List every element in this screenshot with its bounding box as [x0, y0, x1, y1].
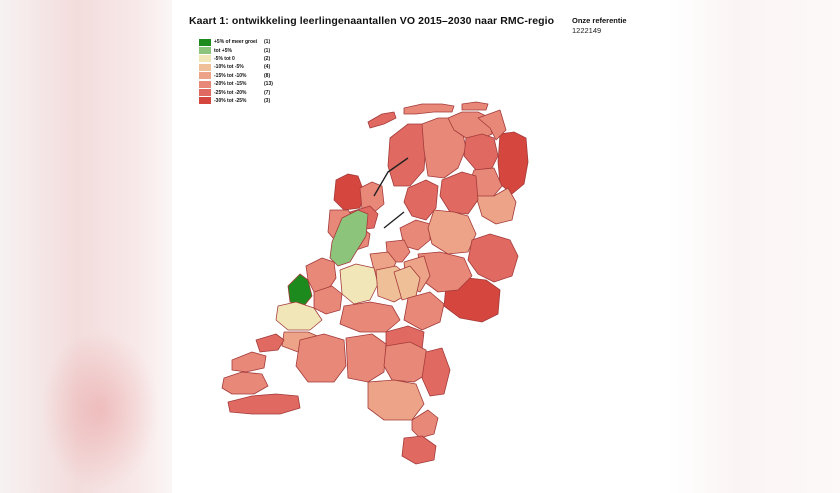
legend-item: -15% tot -10% (8) [199, 72, 273, 80]
region-ijssel-vecht [427, 209, 477, 255]
region-utrecht-west [339, 263, 379, 305]
region-flevoland-noordoost [403, 179, 439, 221]
legend-item: tot +5% (1) [199, 46, 273, 55]
region-walcheren [221, 371, 269, 395]
region-groningen-mid [477, 109, 507, 141]
legend-label: +5% of meer groei [214, 39, 258, 46]
region-texel [367, 111, 397, 129]
legend-label: -5% tot 0 [214, 55, 235, 62]
region-rijnmond [275, 301, 323, 331]
region-holland-rijnland [305, 257, 337, 293]
legend-count: (13) [264, 81, 273, 88]
region-noord-limburg [421, 347, 451, 397]
region-drenthe-west [439, 171, 479, 215]
legend-label: tot +5% [214, 47, 232, 54]
region-wadden-islands [403, 103, 455, 115]
legend-count: (3) [264, 97, 271, 104]
region-drenthe-south [475, 187, 517, 225]
region-midden-limburg [411, 409, 439, 439]
reference-number: 1222149 [572, 26, 602, 35]
region-west-brabant [295, 333, 347, 383]
legend-label: -30% tot -25% [214, 97, 247, 104]
legend-item: -5% tot 0 (2) [199, 55, 273, 63]
region-arnhem [403, 291, 445, 331]
legend-swatch [199, 63, 211, 71]
legend-item: -30% tot -25% (3) [199, 97, 273, 105]
region-zeeuws-vlaanderen [227, 393, 301, 415]
legend-count: (4) [264, 64, 271, 71]
region-schouwen [231, 351, 267, 373]
legend-item: -10% tot -5% (4) [199, 63, 273, 71]
legend-count: (1) [264, 39, 271, 46]
region-noord-holland-noord [333, 173, 365, 211]
map-document: Kaart 1: ontwikkeling leerlingenaantalle… [172, 0, 668, 493]
legend-count: (7) [264, 89, 271, 96]
legend-swatch [199, 38, 211, 46]
region-friesland-west [387, 123, 427, 187]
blurred-background-right [668, 0, 840, 493]
reference-label: Onze referentie [572, 16, 627, 25]
legend-label: -20% tot -15% [214, 81, 247, 88]
map-legend: +5% of meer groei (1) tot +5% (1) -5% to… [199, 38, 273, 105]
region-eem-en-vallei [393, 265, 421, 301]
legend-swatch [199, 97, 211, 105]
legend-label: -10% tot -5% [214, 64, 244, 71]
region-zuidoost-brabant [367, 379, 425, 421]
legend-swatch [199, 72, 211, 80]
region-midden-holland [313, 285, 343, 315]
region-groningen-east [497, 131, 529, 195]
legend-count: (8) [264, 72, 271, 79]
legend-swatch [199, 47, 211, 55]
region-groningen-city [463, 133, 499, 171]
region-goeree [255, 333, 285, 353]
legend-label: -15% tot -10% [214, 72, 247, 79]
legend-swatch [199, 80, 211, 88]
region-rivierenland [339, 301, 401, 333]
region-midden-brabant [345, 333, 387, 383]
region-zuid-limburg [401, 435, 437, 465]
legend-swatch [199, 89, 211, 97]
legend-count: (2) [264, 55, 271, 62]
region-schiermonnikoog [461, 101, 489, 111]
legend-swatch [199, 55, 211, 63]
blurred-background-left [0, 0, 172, 493]
legend-count: (1) [264, 47, 271, 54]
map-title: Kaart 1: ontwikkeling leerlingenaantalle… [189, 15, 555, 27]
legend-label: -25% tot -20% [214, 89, 247, 96]
reference-block: Onze referentie 1222149 [572, 16, 627, 35]
afsluitdijk-line [373, 157, 409, 197]
region-twente [467, 233, 519, 283]
legend-item: +5% of meer groei (1) [199, 38, 273, 46]
netherlands-rmc-region-map [221, 101, 529, 465]
region-flevoland [329, 209, 369, 267]
region-haaglanden [287, 273, 313, 307]
legend-item: -20% tot -15% (13) [199, 80, 273, 88]
legend-item: -25% tot -20% (7) [199, 88, 273, 97]
region-friesland-east [421, 117, 467, 179]
houtribdijk-line [383, 211, 405, 229]
